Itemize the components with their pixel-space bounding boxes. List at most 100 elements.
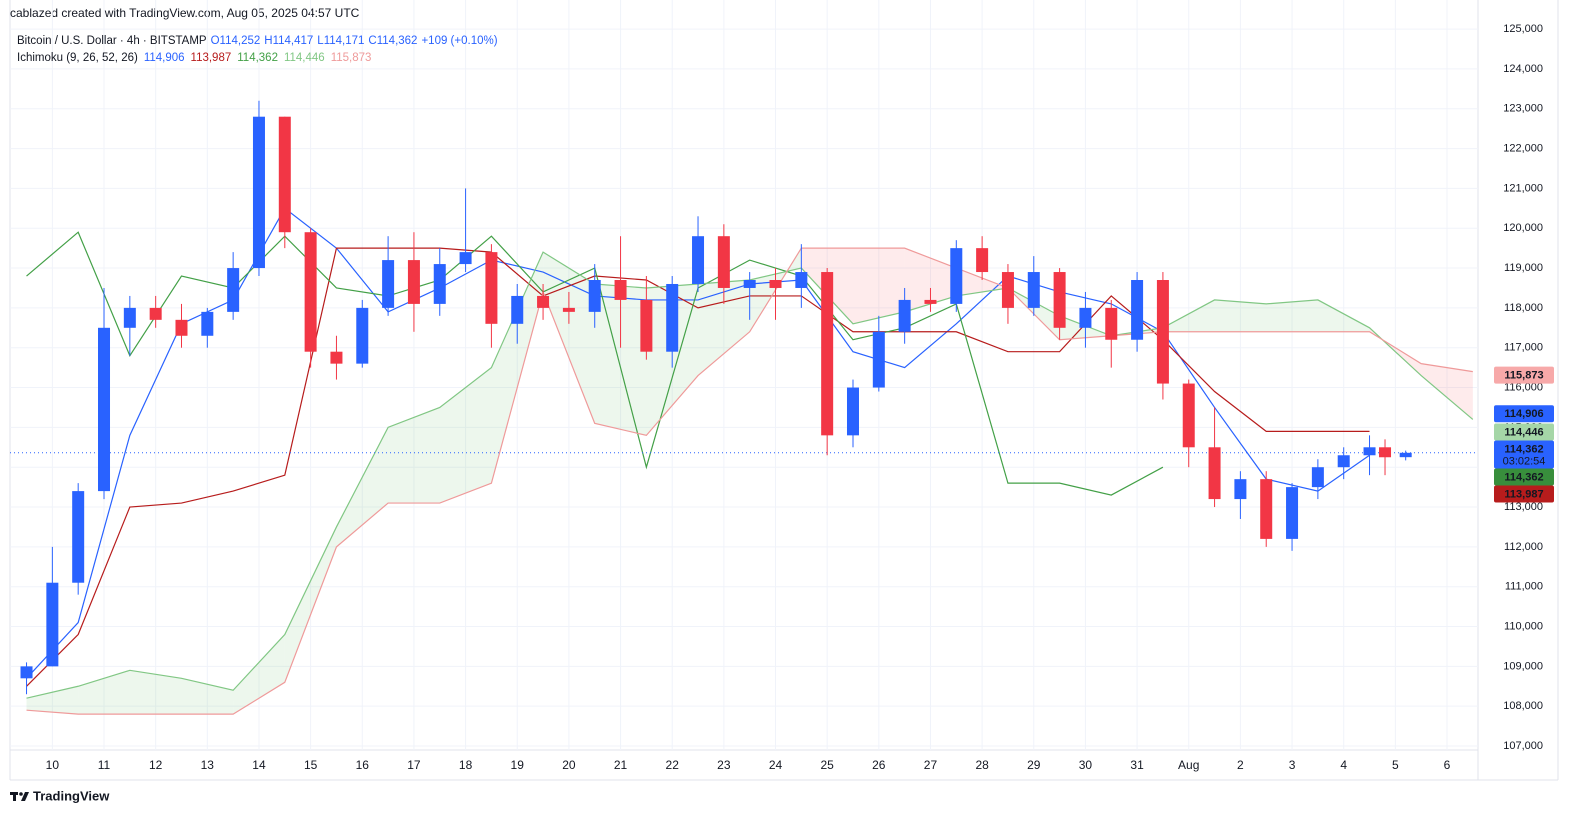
candle-body — [562, 307, 575, 312]
y-tick-label: 109,000 — [1503, 660, 1543, 672]
price-label-box — [1494, 423, 1554, 441]
x-tick-label: 19 — [511, 758, 525, 772]
candle-body — [1027, 272, 1040, 308]
candle-body — [795, 272, 808, 288]
y-tick-label: 123,000 — [1503, 103, 1543, 115]
cloud-fill — [78, 670, 130, 715]
candle-body — [821, 272, 834, 436]
y-tick-label: 111,000 — [1505, 581, 1543, 593]
candle-body — [1379, 447, 1392, 458]
cloud-fill — [1317, 299, 1370, 332]
price-label: 115,873 — [1504, 370, 1543, 382]
price-label-box — [1494, 366, 1554, 384]
candle-body — [1286, 487, 1299, 539]
candle-body — [1131, 280, 1144, 340]
candle-body — [976, 248, 989, 273]
candle-body — [666, 283, 679, 352]
price-label-box — [1494, 468, 1554, 486]
candle-body — [614, 280, 627, 300]
x-tick-label: 18 — [459, 758, 473, 772]
candle-body — [717, 236, 730, 288]
indicator-value: 114,906 — [144, 52, 185, 64]
y-tick-label: 113,000 — [1504, 501, 1543, 513]
cloud-fill — [284, 526, 337, 683]
x-tick-label: 2 — [1237, 758, 1244, 772]
cloud-fill — [1421, 363, 1473, 420]
price-label-box — [1494, 440, 1554, 469]
legend-line: Ichimoku (9, 26, 52, 26) 114,906 113,987 11… — [17, 52, 371, 64]
x-tick-label: 20 — [562, 758, 576, 772]
y-tick-label: 119,000 — [1504, 262, 1543, 274]
cloud-fill — [26, 686, 79, 715]
candle-body — [407, 260, 420, 304]
candle-body — [1234, 479, 1247, 500]
candle-body — [485, 252, 498, 324]
candle-body — [459, 252, 472, 265]
y-tick-label: 121,000 — [1503, 182, 1543, 194]
indicator-line — [26, 247, 1370, 687]
y-tick-label: 112,000 — [1504, 541, 1543, 553]
legend-symbol: Bitcoin / U.S. Dollar · 4h · BITSTAMP — [17, 35, 207, 47]
candle-body — [1260, 479, 1273, 539]
cloud-fill — [1266, 299, 1318, 332]
legend-key: L — [317, 35, 324, 47]
price-label: 114,362 — [1504, 443, 1543, 455]
y-tick-label: 118,000 — [1504, 302, 1543, 314]
cloud-fill — [439, 367, 492, 504]
legend-key: H — [264, 35, 272, 47]
candle-body — [1337, 455, 1350, 468]
candle-body — [72, 491, 85, 583]
y-tick-label: 124,000 — [1503, 63, 1543, 75]
x-tick-label: 16 — [356, 758, 370, 772]
price-label: 114,906 — [1504, 408, 1543, 420]
price-label: 114,362 — [1504, 471, 1543, 483]
cloud-fill — [1214, 299, 1267, 332]
candle-body — [872, 331, 885, 388]
price-label-box — [1494, 485, 1554, 503]
candle-body — [304, 232, 317, 352]
x-tick-label: 27 — [924, 758, 938, 772]
candle-body — [1311, 467, 1324, 488]
cloud-fill — [1162, 299, 1215, 332]
candle-body — [1079, 307, 1092, 328]
legend-key: O — [211, 35, 220, 47]
candle-body — [201, 311, 214, 336]
candle-body — [433, 264, 446, 304]
y-tick-label: 108,000 — [1503, 700, 1543, 712]
candle-body — [252, 116, 265, 269]
x-tick-label: 22 — [666, 758, 680, 772]
candle-body — [924, 299, 937, 304]
x-tick-label: 30 — [1079, 758, 1093, 772]
legend-value: 114,252 — [220, 35, 261, 47]
candle-body — [950, 248, 963, 304]
candle-body — [846, 387, 859, 436]
candle-body — [1208, 447, 1221, 500]
x-tick-label: 25 — [820, 758, 834, 772]
y-tick-label: 116,000 — [1504, 381, 1543, 393]
footer-brand: TradingView — [33, 788, 110, 803]
candle-body — [588, 280, 601, 312]
indicator-value: 115,873 — [331, 52, 372, 64]
candle-body — [227, 268, 240, 312]
candle-body — [330, 351, 343, 364]
legend-line: Bitcoin / U.S. Dollar · 4h · BITSTAMP O11… — [17, 35, 498, 47]
price-label: 114,446 — [1504, 426, 1543, 438]
cloud-fill — [491, 252, 544, 484]
x-tick-label: 29 — [1027, 758, 1041, 772]
x-tick-label: 11 — [98, 758, 111, 772]
candle-body — [1001, 272, 1014, 308]
candle-body — [743, 280, 756, 288]
x-tick-label: 10 — [46, 758, 60, 772]
candle-body — [1156, 280, 1169, 384]
y-tick-label: 122,000 — [1503, 142, 1543, 154]
x-tick-label: 3 — [1289, 758, 1296, 772]
candle-body — [123, 307, 136, 328]
cloud-fill — [956, 268, 1008, 296]
x-tick-label: Aug — [1178, 758, 1199, 772]
cloud-fill — [388, 407, 440, 504]
candle-body — [46, 582, 59, 667]
candle-body — [1182, 383, 1195, 448]
